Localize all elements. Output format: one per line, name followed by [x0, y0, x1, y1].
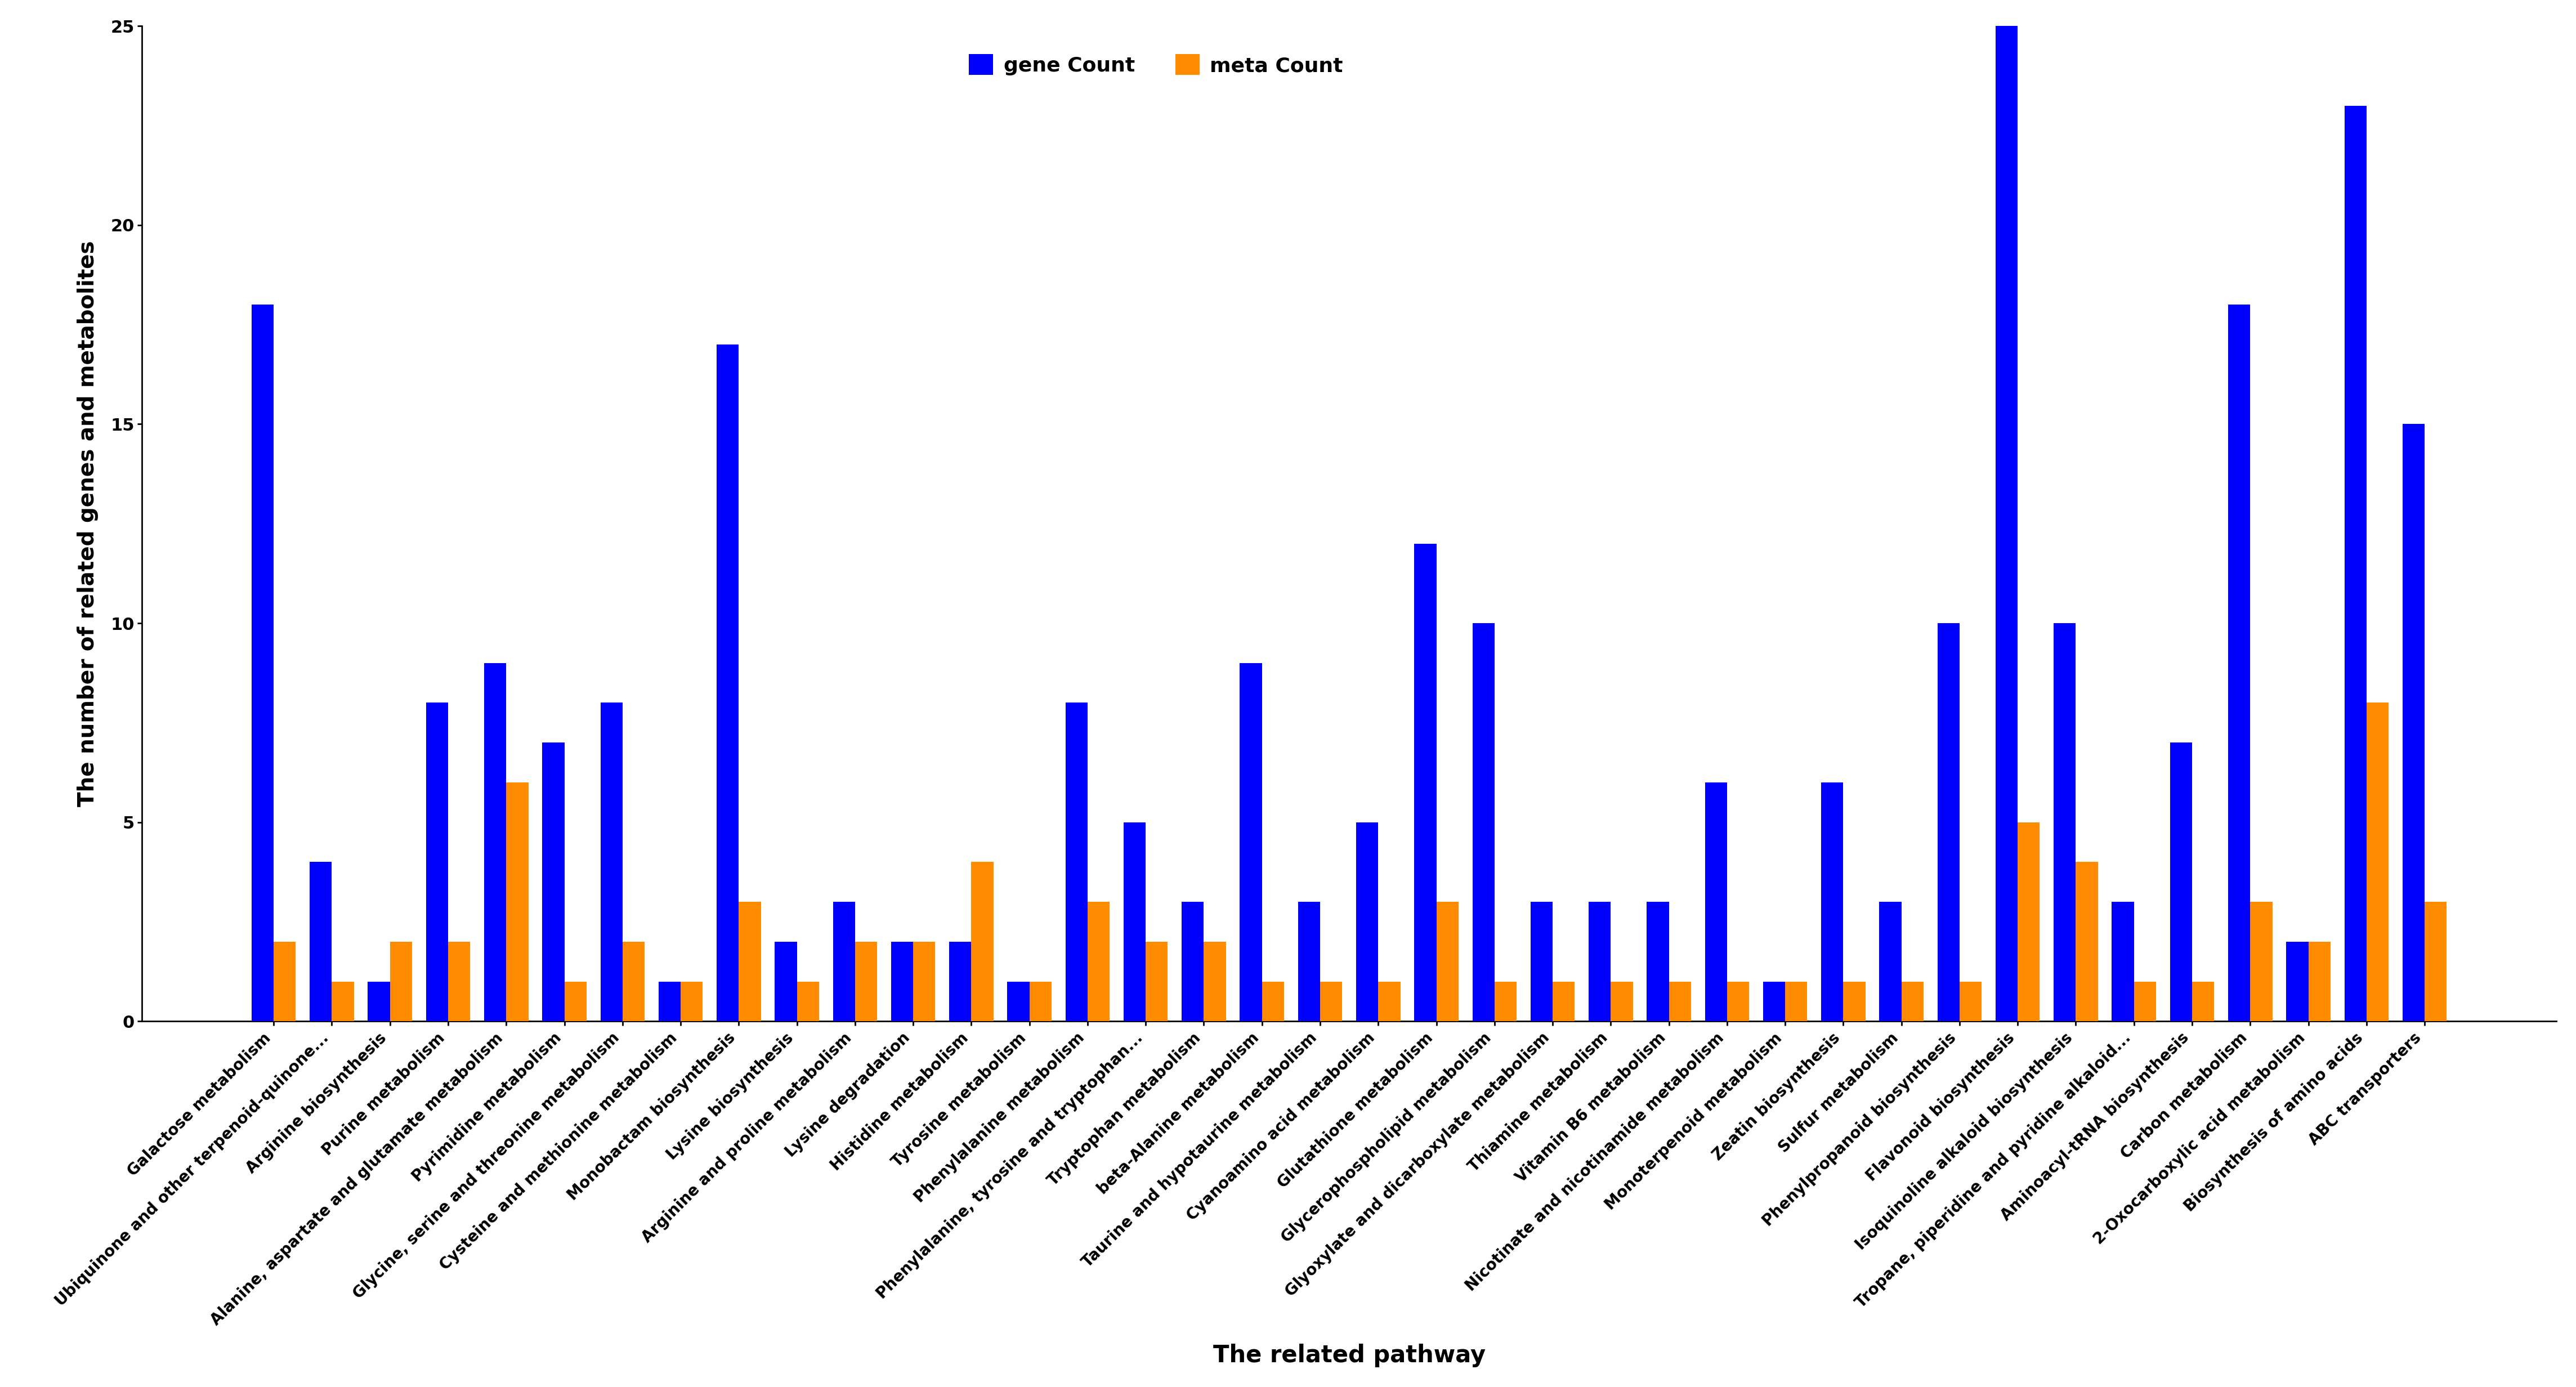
Bar	[2424, 902, 2447, 1021]
Bar	[1378, 982, 1401, 1021]
Bar	[309, 861, 332, 1021]
Bar	[484, 663, 507, 1021]
Bar	[252, 305, 273, 1021]
Bar	[1821, 782, 1844, 1021]
Bar	[1030, 982, 1051, 1021]
Bar	[1553, 982, 1574, 1021]
Bar	[1414, 544, 1437, 1021]
Bar	[1262, 982, 1283, 1021]
Bar	[1762, 982, 1785, 1021]
Bar	[564, 982, 587, 1021]
Bar	[1203, 942, 1226, 1021]
Bar	[948, 942, 971, 1021]
Bar	[1298, 902, 1319, 1021]
Bar	[2017, 822, 2040, 1021]
Bar	[332, 982, 353, 1021]
Bar	[1844, 982, 1865, 1021]
Bar	[1530, 902, 1553, 1021]
Bar	[891, 942, 912, 1021]
Bar	[1880, 902, 1901, 1021]
Bar	[1610, 982, 1633, 1021]
Bar	[2053, 623, 2076, 1021]
Bar	[368, 982, 389, 1021]
Bar	[600, 703, 623, 1021]
Bar	[1937, 623, 1960, 1021]
Bar	[1123, 822, 1146, 1021]
Bar	[2308, 942, 2331, 1021]
Bar	[507, 782, 528, 1021]
Bar	[2169, 742, 2192, 1021]
Bar	[389, 942, 412, 1021]
Bar	[1705, 782, 1726, 1021]
Bar	[1182, 902, 1203, 1021]
Bar	[1589, 902, 1610, 1021]
Bar	[659, 982, 680, 1021]
Bar	[775, 942, 796, 1021]
Bar	[1473, 623, 1494, 1021]
Bar	[680, 982, 703, 1021]
Bar	[2251, 902, 2272, 1021]
Bar	[1319, 982, 1342, 1021]
Bar	[448, 942, 471, 1021]
Bar	[832, 902, 855, 1021]
Bar	[623, 942, 644, 1021]
Bar	[1996, 26, 2017, 1021]
Bar	[1146, 942, 1167, 1021]
Bar	[2133, 982, 2156, 1021]
X-axis label: The related pathway: The related pathway	[1213, 1344, 1486, 1368]
Bar	[2076, 861, 2097, 1021]
Bar	[1669, 982, 1690, 1021]
Bar	[273, 942, 296, 1021]
Bar	[2403, 424, 2424, 1021]
Bar	[855, 942, 876, 1021]
Bar	[739, 902, 760, 1021]
Bar	[425, 703, 448, 1021]
Bar	[1355, 822, 1378, 1021]
Bar	[1066, 703, 1087, 1021]
Bar	[796, 982, 819, 1021]
Bar	[1437, 902, 1458, 1021]
Bar	[1494, 982, 1517, 1021]
Bar	[1087, 902, 1110, 1021]
Bar	[1785, 982, 1808, 1021]
Bar	[2287, 942, 2308, 1021]
Bar	[2367, 703, 2388, 1021]
Bar	[2344, 105, 2367, 1021]
Bar	[1239, 663, 1262, 1021]
Bar	[716, 344, 739, 1021]
Bar	[912, 942, 935, 1021]
Bar	[1901, 982, 1924, 1021]
Bar	[2112, 902, 2133, 1021]
Bar	[1726, 982, 1749, 1021]
Bar	[1960, 982, 1981, 1021]
Y-axis label: The number of related genes and metabolites: The number of related genes and metaboli…	[77, 240, 98, 807]
Bar	[1007, 982, 1030, 1021]
Bar	[1646, 902, 1669, 1021]
Bar	[2192, 982, 2215, 1021]
Bar	[544, 742, 564, 1021]
Bar	[2228, 305, 2251, 1021]
Legend: gene Count, meta Count: gene Count, meta Count	[961, 46, 1352, 83]
Bar	[971, 861, 994, 1021]
